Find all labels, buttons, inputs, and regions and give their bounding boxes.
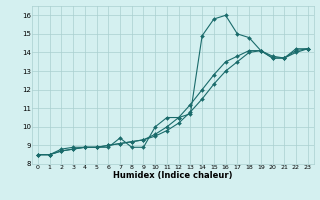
- X-axis label: Humidex (Indice chaleur): Humidex (Indice chaleur): [113, 171, 233, 180]
